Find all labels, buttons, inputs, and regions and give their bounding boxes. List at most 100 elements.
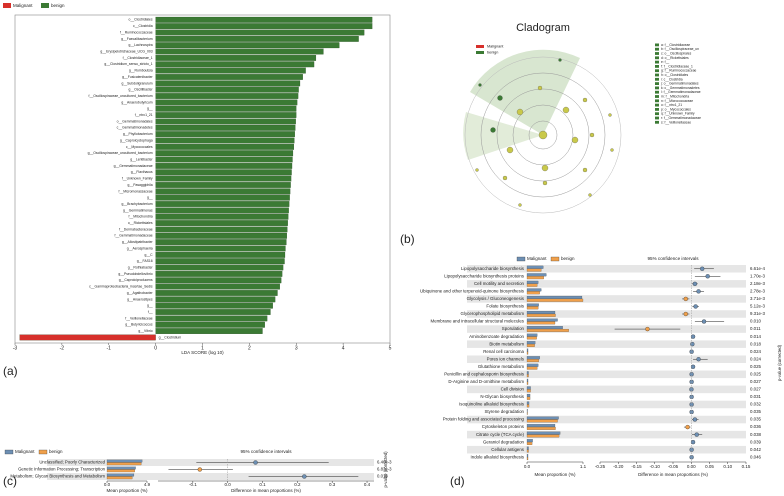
panel-label: (b) bbox=[400, 232, 415, 246]
row-label: N-Glycan biosynthesis bbox=[480, 394, 524, 399]
row-label: Cellular antigens bbox=[491, 447, 525, 452]
x-tick-label: 0.4 bbox=[364, 482, 371, 487]
key-label: p: o__Mycococcales bbox=[661, 107, 691, 111]
key-swatch bbox=[655, 86, 659, 90]
bar bbox=[526, 419, 558, 423]
x-tick-label: 0.1 bbox=[259, 482, 266, 487]
row-label: Geraniol degradation bbox=[483, 439, 525, 444]
row-label: Renal cell carcinoma bbox=[483, 349, 524, 354]
x-tick-label: 4.9 bbox=[144, 482, 151, 487]
row-label: Cytoskeleton proteins bbox=[482, 424, 525, 429]
bar bbox=[106, 473, 135, 477]
difference-dot bbox=[689, 409, 694, 415]
p-value: 0.011 bbox=[750, 326, 761, 331]
difference-dot bbox=[689, 455, 694, 460]
bar bbox=[526, 344, 535, 347]
difference-dot bbox=[705, 274, 710, 279]
legend-label: benign bbox=[561, 256, 575, 261]
row-label: Styrene degradation bbox=[484, 409, 524, 414]
bar bbox=[155, 150, 294, 157]
bar bbox=[155, 290, 278, 296]
bar bbox=[155, 67, 306, 74]
row-band bbox=[467, 385, 746, 394]
bar bbox=[155, 93, 299, 99]
bar-label: f__Gemmatimonadaceae bbox=[114, 234, 152, 238]
bar bbox=[526, 336, 537, 340]
bar bbox=[155, 264, 284, 271]
bar-label: f__Micromonassaceae bbox=[118, 189, 152, 193]
x-tick-label: 4 bbox=[342, 345, 345, 351]
panel-label: (d) bbox=[450, 474, 465, 488]
legend-swatch bbox=[38, 449, 48, 455]
bar bbox=[155, 29, 365, 36]
key-swatch bbox=[655, 60, 659, 64]
bar bbox=[526, 268, 542, 272]
key-label: h: o__Clostridiales bbox=[661, 73, 688, 77]
key-swatch bbox=[655, 73, 659, 77]
bar bbox=[106, 476, 133, 480]
bar-label: f__ntrc1_21 bbox=[135, 113, 153, 117]
row-label: Genetic Information Processing; Transcri… bbox=[18, 467, 106, 472]
key-swatch bbox=[655, 47, 659, 51]
bar bbox=[526, 401, 530, 405]
bar-label: g__Aerosphaeria bbox=[127, 246, 153, 250]
p-value: 0.035 bbox=[750, 409, 762, 414]
key-label: f: f__Clostridiaceae_1 bbox=[661, 64, 693, 68]
y-axis-label: p-value (corrected) bbox=[777, 344, 782, 381]
bar bbox=[155, 124, 296, 131]
row-band bbox=[467, 265, 746, 273]
p-value: 0.035 bbox=[750, 417, 762, 422]
bar-label: g__Fusicatenibacter bbox=[122, 75, 153, 79]
row-label: Protein folding and associated processin… bbox=[443, 417, 525, 422]
chart-title: 95% confidence intervals bbox=[240, 449, 292, 454]
bar-label: f__Ruminococcaceae bbox=[120, 30, 153, 34]
p-value: 0.046 bbox=[750, 454, 762, 459]
key-swatch bbox=[655, 52, 659, 55]
key-swatch bbox=[655, 108, 659, 111]
row-band bbox=[467, 370, 746, 379]
bar-label: c__Mycococcales bbox=[126, 145, 153, 149]
bar-label: g__Lentibacter bbox=[130, 158, 153, 162]
clade-shade bbox=[463, 112, 543, 160]
bar bbox=[155, 251, 286, 258]
row-label: Cell division bbox=[501, 387, 525, 392]
bar-label: f__Dermabacteraceae bbox=[119, 227, 153, 231]
bar bbox=[526, 298, 584, 302]
difference-dot bbox=[693, 304, 698, 309]
legend-label: benign bbox=[51, 3, 65, 8]
difference-dot bbox=[689, 349, 694, 354]
bar bbox=[155, 35, 359, 42]
row-band bbox=[467, 430, 746, 439]
row-band bbox=[467, 295, 746, 303]
bar bbox=[526, 303, 539, 307]
row-band bbox=[47, 473, 374, 480]
row-band bbox=[467, 415, 746, 424]
bar-label: c__Gammaproteobacteria_incertae_Sedis bbox=[89, 285, 153, 289]
bar bbox=[526, 348, 529, 352]
x-tick-label: 0 bbox=[154, 345, 157, 351]
legend-label: benign bbox=[49, 449, 63, 454]
bar bbox=[526, 291, 540, 295]
bar-label: o__Gemmatimonadales bbox=[117, 119, 153, 123]
bar-label: f__Veillonellaceae bbox=[125, 316, 153, 320]
x-tick-label: 0.00 bbox=[687, 464, 696, 469]
bar bbox=[526, 393, 531, 397]
key-swatch bbox=[655, 43, 659, 47]
bar bbox=[526, 326, 563, 330]
bar bbox=[106, 462, 142, 466]
bar-label: g__Romboutsia bbox=[129, 69, 153, 73]
legend-swatch bbox=[4, 449, 14, 455]
bar-label: g__Faecalibacterium bbox=[121, 37, 153, 41]
row-label: Isoquinoline alkaloid biosynthesis bbox=[459, 402, 525, 407]
bar bbox=[155, 42, 340, 49]
x-tick-label: 0.3 bbox=[329, 482, 336, 487]
bar bbox=[155, 283, 280, 290]
row-band bbox=[467, 340, 746, 348]
x-tick-label: 0.15 bbox=[742, 464, 751, 469]
row-label: Glutathione metabolism bbox=[478, 364, 524, 369]
difference-dot bbox=[690, 342, 695, 347]
difference-dot bbox=[690, 334, 696, 339]
row-label: Pores ion channels bbox=[487, 356, 525, 361]
bar-label: c__Gemmatimonadetes bbox=[117, 126, 153, 130]
bar bbox=[155, 48, 324, 55]
